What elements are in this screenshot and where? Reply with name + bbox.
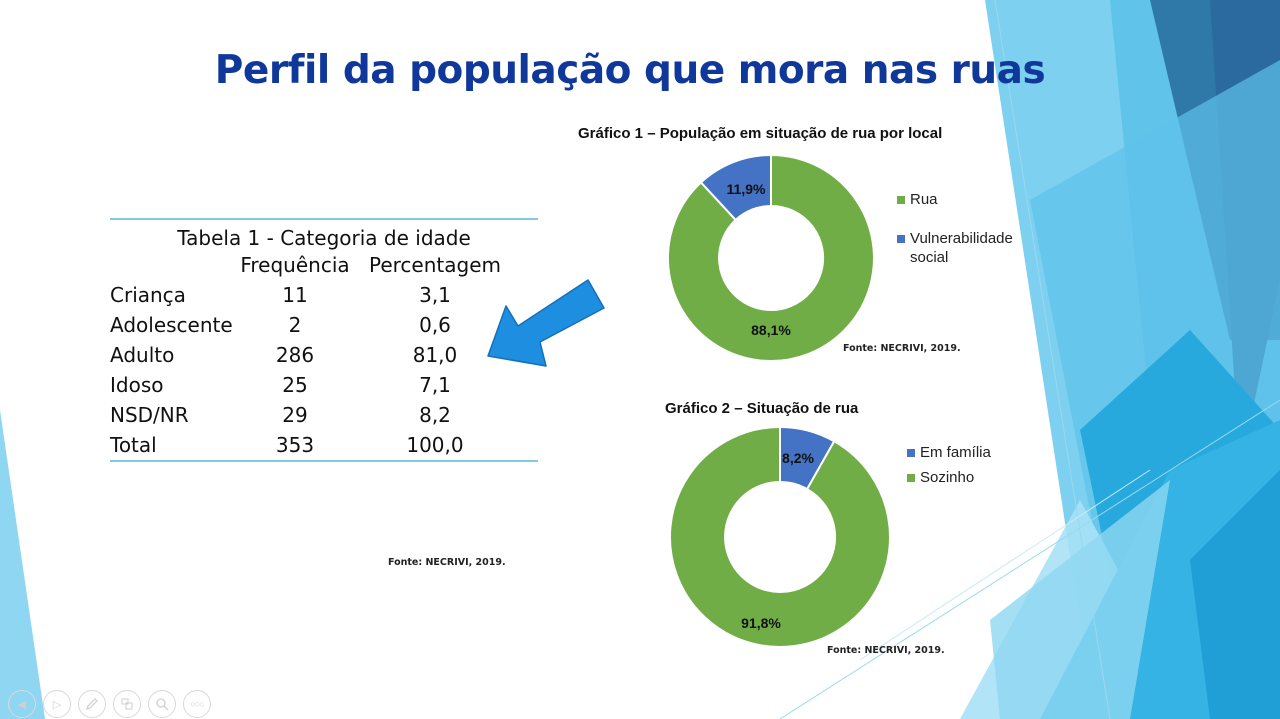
row-frequency: 25	[282, 373, 308, 397]
row-percentage: 100,0	[406, 433, 464, 457]
legend-item-rua: Rua	[897, 190, 1037, 209]
row-percentage: 7,1	[419, 373, 451, 397]
legend-label: Rua	[910, 191, 938, 208]
age-category-table: Tabela 1 - Categoria de idade Frequência…	[110, 218, 538, 462]
table-top-rule	[110, 218, 538, 220]
table-row: Idoso 25 7,1	[110, 370, 538, 400]
row-percentage: 3,1	[419, 283, 451, 307]
next-slide-button[interactable]: ▷	[43, 690, 71, 718]
legend-swatch-blue	[897, 235, 905, 243]
table-header-row: Frequência Percentagem	[110, 250, 538, 280]
chart1-donut: 11,9% 88,1%	[666, 153, 875, 362]
table-caption: Tabela 1 - Categoria de idade	[177, 226, 471, 250]
ellipsis-icon: ○○○	[190, 699, 204, 709]
table-row: Criança 11 3,1	[110, 280, 538, 310]
row-frequency: 286	[275, 343, 315, 367]
chart2-donut: 8,2% 91,8%	[668, 425, 891, 648]
chart1-slice-rua	[666, 153, 875, 362]
table-total-row: Total 353 100,0	[110, 430, 538, 460]
legend-swatch-blue	[907, 449, 915, 457]
table-row: Adolescente 2 0,6	[110, 310, 538, 340]
chart1-legend: Rua Vulnerabilidade social	[897, 190, 1037, 267]
row-category: Adolescente	[110, 313, 233, 337]
triangle-left-icon: ◀	[17, 698, 27, 711]
slide-title: Perfil da população que mora nas ruas	[214, 48, 1046, 93]
slides-grid-icon	[121, 698, 133, 710]
arrow-pointer-icon	[487, 279, 605, 367]
header-percentage: Percentagem	[369, 253, 501, 277]
chart2-source: Fonte: NECRIVI, 2019.	[827, 645, 945, 656]
table-row: Adulto 286 81,0	[110, 340, 538, 370]
slides-overview-button[interactable]	[113, 690, 141, 718]
table-bottom-rule	[110, 460, 538, 462]
legend-item-vulnerabilidade: Vulnerabilidade social	[897, 229, 1037, 267]
chart2-label-sozinho: 91,8%	[741, 615, 781, 631]
chart1-label-vulnerabilidade: 11,9%	[727, 181, 766, 197]
header-frequency: Frequência	[240, 253, 350, 277]
triangle-right-icon: ▷	[52, 698, 62, 711]
legend-label: Em família	[920, 444, 991, 461]
row-category: Adulto	[110, 343, 175, 367]
row-percentage: 0,6	[419, 313, 451, 337]
more-options-button[interactable]: ○○○	[183, 690, 211, 718]
slideshow-controls: ◀ ▷ ○○○	[8, 690, 211, 718]
row-frequency: 29	[282, 403, 308, 427]
row-category: Criança	[110, 283, 186, 307]
chart2-slice-sozinho	[668, 425, 891, 648]
table-source: Fonte: NECRIVI, 2019.	[388, 557, 506, 568]
row-percentage: 8,2	[419, 403, 451, 427]
zoom-button[interactable]	[148, 690, 176, 718]
legend-item-sozinho: Sozinho	[907, 468, 1027, 487]
chart2-title: Gráfico 2 – Situação de rua	[665, 400, 859, 417]
chart1-source: Fonte: NECRIVI, 2019.	[843, 343, 961, 354]
chart2-label-familia: 8,2%	[782, 450, 814, 466]
table-row: NSD/NR 29 8,2	[110, 400, 538, 430]
pen-button[interactable]	[78, 690, 106, 718]
legend-swatch-green	[897, 196, 905, 204]
chart1-slice-vulnerabilidade	[699, 153, 772, 222]
chart1-title: Gráfico 1 – População em situação de rua…	[578, 125, 943, 142]
chart1-label-rua: 88,1%	[751, 322, 791, 338]
row-percentage: 81,0	[412, 343, 458, 367]
row-frequency: 2	[288, 313, 302, 337]
previous-slide-button[interactable]: ◀	[8, 690, 36, 718]
row-frequency: 11	[282, 283, 308, 307]
pen-icon	[86, 698, 98, 710]
row-frequency: 353	[275, 433, 315, 457]
chart2-legend: Em família Sozinho	[907, 443, 1027, 487]
legend-label: Sozinho	[920, 469, 975, 486]
legend-item-familia: Em família	[907, 443, 1027, 462]
legend-swatch-green	[907, 474, 915, 482]
magnifier-icon	[156, 698, 169, 711]
row-category: Total	[110, 433, 157, 457]
row-category: Idoso	[110, 373, 164, 397]
legend-label: Vulnerabilidade social	[910, 230, 1013, 266]
row-category: NSD/NR	[110, 403, 189, 427]
